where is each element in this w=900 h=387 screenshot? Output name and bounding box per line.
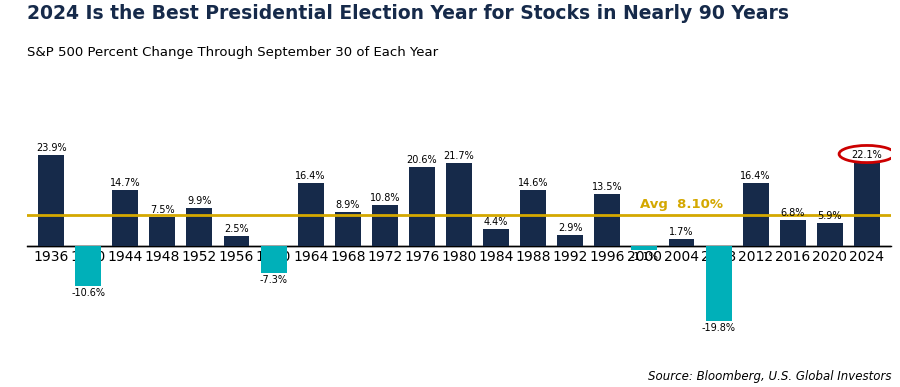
Bar xyxy=(335,212,361,246)
Text: 8.9%: 8.9% xyxy=(336,200,360,210)
Text: 2.9%: 2.9% xyxy=(558,223,582,233)
Text: 22.1%: 22.1% xyxy=(851,150,882,160)
Text: Source: Bloomberg, U.S. Global Investors: Source: Bloomberg, U.S. Global Investors xyxy=(647,370,891,383)
Text: 2.5%: 2.5% xyxy=(224,224,248,234)
Bar xyxy=(223,236,249,246)
Text: 5.9%: 5.9% xyxy=(817,211,842,221)
Text: -10.6%: -10.6% xyxy=(71,288,105,298)
Bar xyxy=(409,167,435,246)
Text: 21.7%: 21.7% xyxy=(444,151,474,161)
Bar xyxy=(520,190,546,246)
Bar xyxy=(76,246,101,286)
Bar xyxy=(112,190,139,246)
Text: 14.6%: 14.6% xyxy=(518,178,548,188)
Text: S&P 500 Percent Change Through September 30 of Each Year: S&P 500 Percent Change Through September… xyxy=(27,46,438,60)
Text: 2024 Is the Best Presidential Election Year for Stocks in Nearly 90 Years: 2024 Is the Best Presidential Election Y… xyxy=(27,4,789,23)
Bar xyxy=(854,162,880,246)
Text: 16.4%: 16.4% xyxy=(741,171,771,182)
Text: 1.7%: 1.7% xyxy=(670,227,694,237)
Text: 10.8%: 10.8% xyxy=(370,193,400,203)
Bar xyxy=(817,223,842,246)
Text: 23.9%: 23.9% xyxy=(36,143,67,153)
Bar xyxy=(594,194,620,246)
Bar xyxy=(372,205,398,246)
Bar xyxy=(706,246,732,321)
Text: Avg  8.10%: Avg 8.10% xyxy=(640,198,723,211)
Bar xyxy=(261,246,286,273)
Bar xyxy=(779,220,806,246)
Bar xyxy=(298,183,324,246)
Text: 13.5%: 13.5% xyxy=(592,182,623,192)
Text: -1.1%: -1.1% xyxy=(631,252,658,262)
Bar xyxy=(483,229,509,246)
Bar xyxy=(149,217,176,246)
Bar xyxy=(557,235,583,246)
Text: 9.9%: 9.9% xyxy=(187,196,212,206)
Text: 6.8%: 6.8% xyxy=(780,208,805,218)
Text: 7.5%: 7.5% xyxy=(150,205,175,215)
Text: 14.7%: 14.7% xyxy=(110,178,140,188)
Bar xyxy=(446,163,472,246)
Bar xyxy=(742,183,769,246)
Text: -19.8%: -19.8% xyxy=(702,323,735,333)
Bar xyxy=(186,208,212,246)
Text: 20.6%: 20.6% xyxy=(407,156,437,165)
Bar xyxy=(669,239,695,246)
Text: -7.3%: -7.3% xyxy=(259,275,288,285)
Bar xyxy=(632,246,657,250)
Text: 4.4%: 4.4% xyxy=(484,217,508,227)
Text: 16.4%: 16.4% xyxy=(295,171,326,182)
Bar xyxy=(38,155,64,246)
